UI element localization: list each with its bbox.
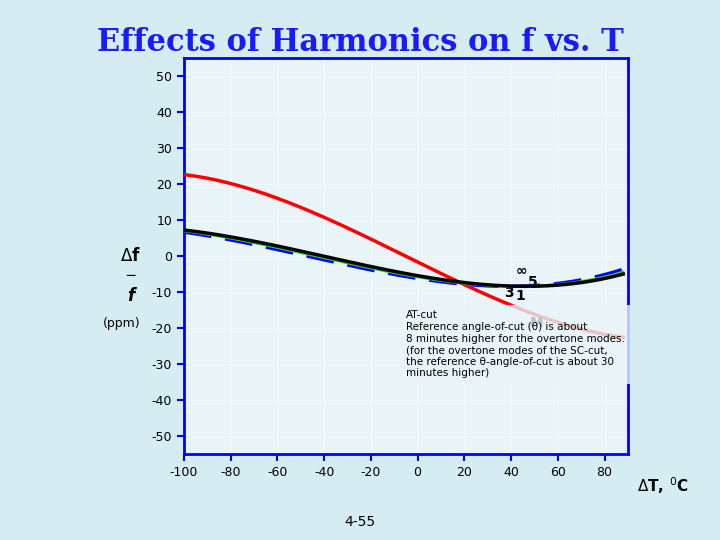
Text: 5: 5: [528, 275, 537, 289]
Text: M: M: [530, 316, 544, 330]
Text: Effects of Harmonics on f vs. T: Effects of Harmonics on f vs. T: [96, 27, 624, 58]
Text: 1: 1: [516, 289, 526, 303]
Text: ∞: ∞: [516, 265, 527, 279]
Text: ─: ─: [127, 269, 135, 283]
Text: f: f: [127, 287, 134, 305]
Text: $\Delta$T, $^0$C: $\Delta$T, $^0$C: [636, 476, 688, 496]
Text: 3: 3: [504, 286, 513, 300]
Text: AT-cut
Reference angle-of-cut (θ) is about
8 minutes higher for the overtone mod: AT-cut Reference angle-of-cut (θ) is abo…: [406, 310, 625, 379]
Text: 4-55: 4-55: [344, 515, 376, 529]
Text: (ppm): (ppm): [103, 317, 140, 330]
Text: $\Delta$f: $\Delta$f: [120, 247, 141, 265]
